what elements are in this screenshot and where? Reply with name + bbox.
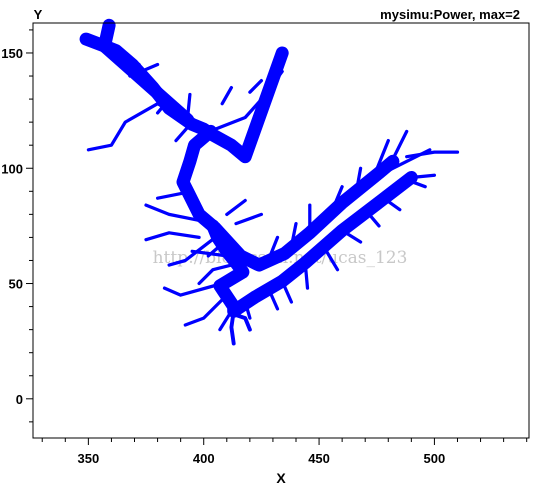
series-line-35: [382, 196, 402, 212]
series-line-20: [144, 203, 206, 223]
series-line-5: [229, 309, 236, 346]
y-tick-label: 100: [1, 161, 23, 176]
series-line-28: [243, 300, 252, 320]
series-line-34: [363, 208, 381, 228]
series-line-11: [382, 148, 432, 175]
series-lines: [79, 18, 460, 346]
series-line-36: [405, 178, 427, 189]
series-line-44: [197, 263, 234, 286]
series-line-25: [162, 281, 224, 297]
series-line-16: [185, 92, 192, 120]
series-line-47: [234, 212, 264, 226]
series-line-2: [98, 39, 195, 127]
series-line-26: [183, 293, 229, 327]
series-line-46: [225, 198, 247, 217]
series-line-15: [139, 62, 160, 74]
series-line-7: [202, 69, 284, 136]
series-line-41: [354, 166, 363, 196]
series-line-30: [280, 279, 294, 304]
series-line-18: [248, 78, 264, 94]
series-line-37: [266, 235, 280, 263]
series-line-12: [128, 62, 141, 78]
series-line-22: [144, 231, 201, 242]
x-axis-label: X: [276, 470, 286, 486]
series-line-21: [190, 208, 206, 221]
y-axis-label: Y: [34, 7, 43, 22]
series-line-8: [86, 102, 194, 152]
series-line-42: [372, 138, 390, 177]
series-line-33: [340, 228, 363, 244]
series-line-23: [167, 235, 217, 267]
series-line-0: [98, 18, 289, 164]
x-tick-label: 450: [308, 451, 330, 466]
series-line-17: [220, 85, 234, 106]
chart-title: mysimu:Power, max=2: [380, 7, 520, 22]
series-line-3: [176, 124, 400, 272]
y-tick-label: 150: [1, 46, 23, 61]
series-line-43: [386, 129, 409, 170]
series-line-38: [289, 221, 298, 249]
series-line-14: [174, 120, 194, 143]
series-line-6: [229, 311, 252, 332]
y-tick-label: 50: [9, 277, 23, 292]
axis-ticks: [26, 29, 528, 445]
series-line-13: [155, 97, 171, 115]
series-line-29: [266, 286, 280, 311]
x-tick-label: 350: [78, 451, 100, 466]
plot-border: [32, 22, 530, 439]
y-tick-label: 0: [16, 392, 23, 407]
series-line-32: [322, 244, 340, 272]
x-tick-label: 400: [193, 451, 215, 466]
series-line-27: [218, 309, 234, 332]
series-line-45: [206, 240, 227, 258]
x-tick-label: 500: [424, 451, 446, 466]
plot-frame: [32, 22, 530, 439]
series-line-4: [206, 171, 418, 318]
series-line-31: [303, 261, 310, 290]
series-line-10: [409, 173, 437, 180]
series-line-40: [328, 185, 344, 217]
series-line-19: [155, 189, 194, 200]
